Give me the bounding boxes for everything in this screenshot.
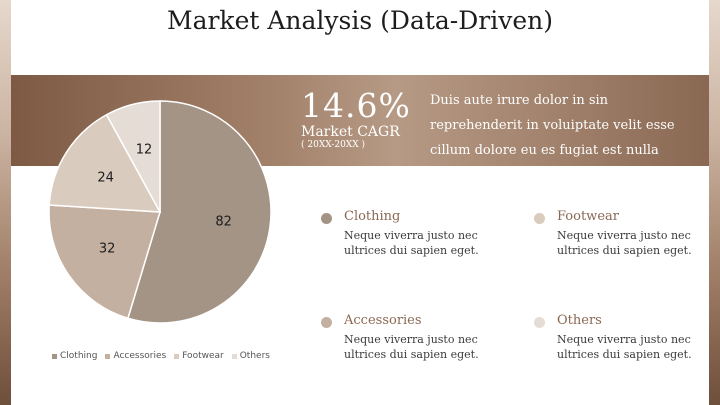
segment-desc-others: Neque viverra justo nec ultrices dui sap… bbox=[557, 333, 692, 361]
pie-slice-accessories bbox=[48, 204, 161, 320]
segment-title-others: Others bbox=[557, 313, 602, 328]
pie-slice-clothing bbox=[126, 100, 272, 324]
segment-desc-footwear: Neque viverra justo nec ultrices dui sap… bbox=[557, 229, 692, 257]
segment-desc-clothing: Neque viverra justo nec ultrices dui sap… bbox=[344, 229, 479, 257]
left-edge-decoration bbox=[0, 0, 11, 405]
segment-title-footwear: Footwear bbox=[557, 209, 619, 224]
segment-dot-others bbox=[534, 317, 545, 328]
legend-label-accessories: Accessories bbox=[113, 351, 167, 361]
segment-title-clothing: Clothing bbox=[344, 209, 401, 224]
right-edge-decoration bbox=[709, 0, 720, 405]
data-label-others: 12 bbox=[136, 143, 153, 158]
segment-dot-accessories bbox=[321, 317, 332, 328]
legend-label-others: Others bbox=[239, 351, 270, 361]
cagr-value: 14.6% bbox=[301, 86, 411, 125]
cagr-period: ( 20XX-20XX ) bbox=[301, 140, 365, 150]
segment-dot-footwear bbox=[534, 213, 545, 224]
data-label-clothing: 82 bbox=[215, 214, 232, 229]
segment-dot-clothing bbox=[321, 213, 332, 224]
banner-description: Duis aute irure dolor in sin reprehender… bbox=[430, 93, 675, 183]
pie-slice-others bbox=[105, 100, 161, 213]
cagr-label: Market CAGR bbox=[301, 124, 400, 140]
legend-swatch-clothing bbox=[52, 353, 57, 359]
legend-swatch-footwear bbox=[174, 353, 180, 359]
legend-item-footwear: Footwear bbox=[174, 351, 224, 361]
chart-legend: Clothing Accessories Footwear Others bbox=[52, 349, 270, 363]
legend-swatch-others bbox=[231, 353, 237, 359]
page-title: Market Analysis (Data-Driven) bbox=[166, 6, 554, 35]
legend-label-clothing: Clothing bbox=[60, 351, 98, 361]
data-label-accessories: 32 bbox=[99, 242, 116, 257]
legend-item-clothing: Clothing bbox=[52, 351, 97, 361]
pie-chart: 82 32 24 12 bbox=[48, 100, 272, 324]
legend-item-accessories: Accessories bbox=[105, 351, 166, 361]
segment-desc-accessories: Neque viverra justo nec ultrices dui sap… bbox=[344, 333, 479, 361]
pie-slice-footwear bbox=[48, 113, 162, 213]
legend-label-footwear: Footwear bbox=[182, 351, 224, 361]
legend-swatch-accessories bbox=[105, 353, 111, 359]
data-label-footwear: 24 bbox=[97, 171, 114, 186]
segment-title-accessories: Accessories bbox=[344, 313, 422, 328]
legend-item-others: Others bbox=[231, 351, 270, 361]
